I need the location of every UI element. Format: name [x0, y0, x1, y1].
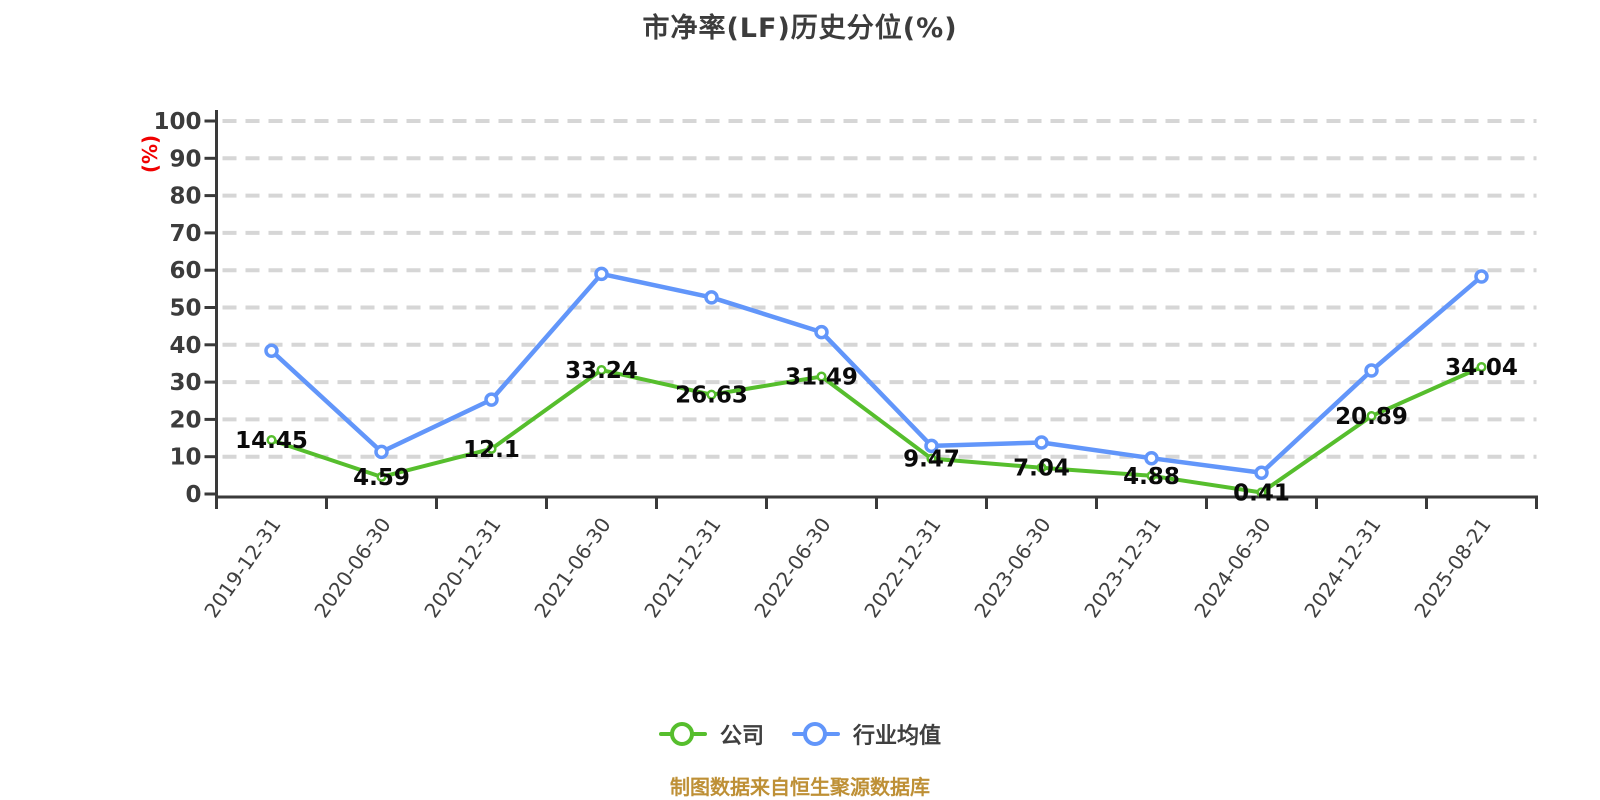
- y-tick-label: 50: [169, 296, 201, 322]
- legend-item-industry[interactable]: 行业均值: [792, 718, 941, 750]
- industry-point: [484, 392, 499, 407]
- company-legend-marker: [658, 721, 707, 747]
- legend-label-company: 公司: [719, 724, 764, 749]
- company-value-label: 12.1: [463, 437, 520, 463]
- y-tick-label: 70: [169, 221, 201, 247]
- industry-point: [924, 438, 939, 454]
- company-value-label: 20.89: [1335, 404, 1408, 430]
- company-point: [486, 443, 497, 454]
- y-tick-label: 40: [169, 333, 201, 359]
- company-point: [596, 364, 607, 376]
- x-tick-label: 2022-12-31: [859, 513, 945, 622]
- data-source-note: 制图数据来自恒生聚源数据库: [670, 775, 930, 799]
- company-value-label: 9.47: [903, 447, 960, 473]
- y-tick-label: 90: [169, 146, 201, 172]
- industry-point: [1364, 363, 1379, 378]
- company-value-label: 33.24: [565, 358, 638, 384]
- industry-point: [1144, 450, 1159, 466]
- industry-legend-dot: [803, 722, 827, 746]
- industry-point: [594, 266, 609, 282]
- industry-point: [814, 324, 829, 340]
- company-value-label: 34.04: [1445, 355, 1518, 381]
- x-tick-label: 2020-12-31: [419, 513, 505, 622]
- company-value-label: 7.04: [1013, 456, 1070, 482]
- company-point: [1146, 470, 1157, 481]
- industry-point: [704, 290, 719, 305]
- company-point: [1366, 411, 1377, 422]
- x-tick-label: 2021-12-31: [639, 513, 725, 622]
- x-tick-label: 2023-12-31: [1079, 513, 1165, 622]
- company-point: [1256, 487, 1267, 498]
- y-tick-label: 80: [169, 184, 201, 210]
- x-tick-label: 2025-08-21: [1409, 513, 1495, 622]
- x-tick-label: 2024-06-30: [1189, 513, 1275, 622]
- x-tick-label: 2020-06-30: [309, 513, 395, 622]
- company-value-label: 26.63: [675, 383, 748, 409]
- company-point: [706, 389, 717, 400]
- x-tick-label: 2024-12-31: [1299, 513, 1385, 622]
- y-tick-label: 0: [185, 482, 201, 508]
- y-tick-label: 30: [169, 370, 201, 396]
- company-point: [1476, 361, 1487, 373]
- company-value-label: 4.88: [1123, 464, 1180, 490]
- y-tick-label: 20: [169, 407, 201, 433]
- y-tick-label: 60: [169, 258, 201, 284]
- industry-point: [374, 444, 389, 460]
- company-point: [266, 435, 277, 446]
- company-value-label: 14.45: [235, 428, 308, 454]
- legend-item-company[interactable]: 公司: [658, 718, 764, 750]
- x-tick-label: 2021-06-30: [529, 513, 615, 622]
- x-tick-label: 2022-06-30: [749, 513, 835, 622]
- company-legend-dot: [669, 722, 694, 746]
- industry-point: [1254, 465, 1269, 480]
- company-point: [926, 453, 937, 464]
- legend-label-industry: 行业均值: [853, 724, 942, 749]
- company-value-label: 31.49: [785, 365, 858, 391]
- company-value-label: 0.41: [1233, 480, 1290, 506]
- legend: 公司 行业均值: [0, 718, 1600, 750]
- industry-point: [1034, 435, 1049, 450]
- y-tick-label: 10: [169, 445, 201, 471]
- company-point: [816, 371, 827, 382]
- industry-series-line: [269, 271, 1484, 475]
- y-tick-label: 100: [153, 109, 201, 135]
- x-tick-label: 2019-12-31: [199, 513, 285, 622]
- chart-title: 市净率(LF)历史分位(%): [642, 13, 958, 44]
- y-axis-unit-label: (%): [138, 135, 162, 173]
- company-point: [1036, 462, 1047, 473]
- x-tick-label: 2023-06-30: [969, 513, 1055, 622]
- industry-legend-marker: [792, 721, 840, 747]
- company-series-line: [269, 365, 1484, 495]
- industry-point: [264, 343, 279, 359]
- company-value-label: 4.59: [353, 465, 410, 491]
- industry-point: [1474, 269, 1489, 284]
- company-point: [376, 471, 387, 482]
